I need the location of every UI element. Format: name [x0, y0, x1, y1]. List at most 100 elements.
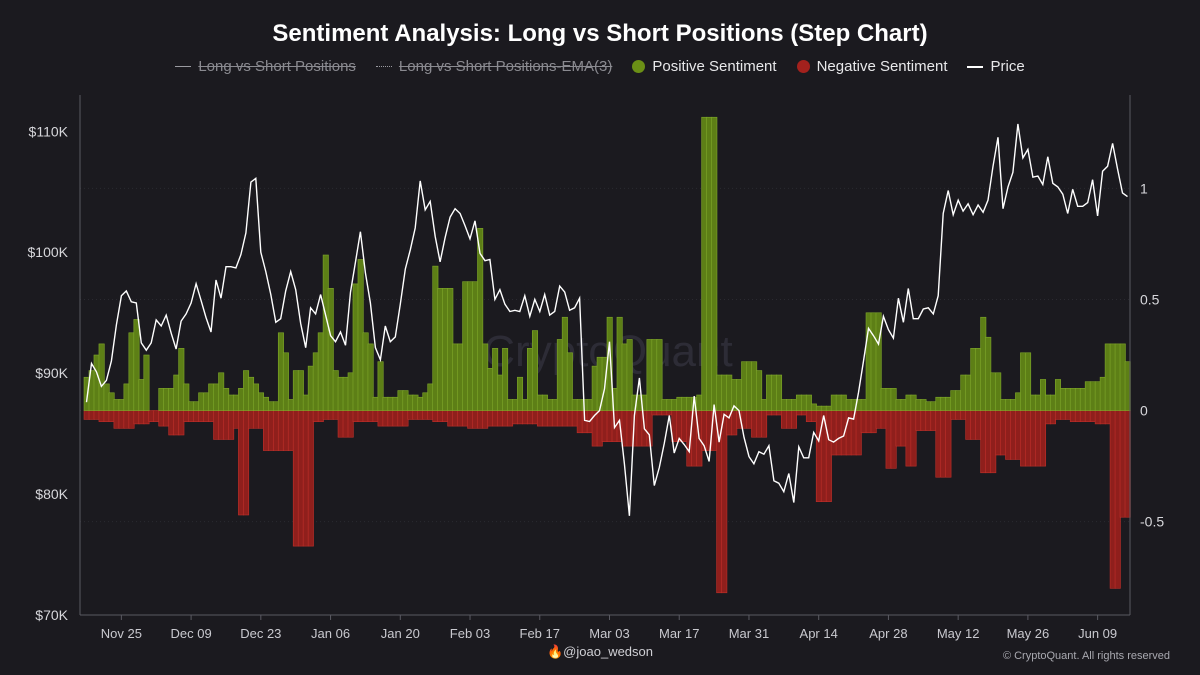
negative-sentiment-bar [761, 410, 768, 438]
negative-sentiment-bar [148, 410, 155, 422]
positive-sentiment-bar [975, 348, 982, 411]
negative-sentiment-bar [870, 410, 877, 434]
positive-sentiment-bar [741, 361, 748, 411]
legend-item-0[interactable]: Long vs Short Positions [175, 58, 356, 75]
positive-sentiment-bar [1015, 392, 1022, 411]
negative-sentiment-bar [492, 410, 499, 427]
negative-sentiment-bar [183, 410, 190, 422]
negative-sentiment-bar [258, 410, 265, 429]
positive-sentiment-bar [616, 316, 623, 411]
negative-sentiment-bar [1040, 410, 1047, 467]
positive-sentiment-bar [815, 405, 822, 411]
negative-sentiment-bar [960, 410, 967, 420]
positive-sentiment-bar [103, 383, 110, 411]
positive-sentiment-bar [193, 401, 200, 411]
positive-sentiment-bar [1119, 343, 1126, 411]
positive-sentiment-bar [716, 374, 723, 411]
negative-sentiment-bar [462, 410, 469, 427]
positive-sentiment-bar [377, 361, 384, 411]
negative-sentiment-bar [571, 410, 578, 427]
negative-sentiment-bar [1025, 410, 1032, 467]
negative-sentiment-bar [865, 410, 872, 434]
negative-sentiment-bar [925, 410, 932, 431]
negative-sentiment-bar [98, 410, 105, 422]
positive-sentiment-bar [556, 339, 563, 411]
positive-sentiment-bar [1020, 352, 1027, 411]
positive-sentiment-bar [840, 394, 847, 411]
positive-sentiment-bar [566, 352, 573, 411]
negative-sentiment-bar [123, 410, 130, 429]
legend-item-3[interactable]: Negative Sentiment [796, 58, 948, 75]
positive-sentiment-bar [93, 354, 100, 411]
negative-sentiment-bar [307, 410, 314, 547]
negative-sentiment-bar [427, 410, 434, 420]
negative-sentiment-bar [417, 410, 424, 420]
positive-sentiment-bar [1084, 381, 1091, 411]
chart-legend: Long vs Short Positions Long vs Short Pos… [0, 58, 1200, 75]
negative-sentiment-bar [407, 410, 414, 420]
positive-sentiment-bar [183, 383, 190, 411]
negative-sentiment-bar [272, 410, 279, 451]
positive-sentiment-bar [706, 116, 713, 411]
negative-sentiment-bar [676, 410, 683, 442]
negative-sentiment-bar [1094, 410, 1101, 425]
x-axis-ticks: Nov 25 Dec 09 Dec 23 Jan 06 Jan 20 Feb 03 Feb … [101, 615, 1117, 641]
negative-sentiment-bar [502, 410, 509, 427]
negative-sentiment-bar [88, 410, 95, 420]
positive-sentiment-bar [1059, 388, 1066, 411]
negative-sentiment-bar [551, 410, 558, 427]
negative-sentiment-bar [297, 410, 304, 547]
negative-sentiment-bar [855, 410, 862, 456]
price-line [85, 123, 1128, 516]
negative-sentiment-bar [830, 410, 837, 456]
negative-sentiment-bar [746, 410, 753, 429]
positive-sentiment-bar [203, 392, 210, 411]
negative-sentiment-bar [1050, 410, 1056, 425]
positive-sentiment-bar [781, 399, 788, 411]
negative-sentiment-bar [1015, 410, 1022, 460]
positive-sentiment-bar [771, 374, 778, 411]
positive-sentiment-bar [1104, 343, 1111, 411]
positive-sentiment-bar [930, 401, 937, 411]
negative-sentiment-bar [990, 410, 997, 474]
negative-sentiment-bar [173, 410, 180, 436]
positive-sentiment-bar [472, 281, 479, 411]
x-tick-label: Feb 17 [520, 626, 560, 641]
positive-sentiment-bar [1089, 381, 1096, 411]
legend-dot-icon [796, 60, 810, 73]
negative-sentiment-bar [322, 410, 329, 420]
positive-sentiment-bar [945, 396, 952, 411]
positive-sentiment-bar [527, 348, 533, 411]
positive-sentiment-bar [297, 370, 304, 411]
legend-item-2[interactable]: Positive Sentiment [632, 58, 777, 75]
positive-sentiment-bar [143, 354, 150, 411]
positive-sentiment-bar [512, 399, 519, 411]
negative-sentiment-bar [472, 410, 479, 429]
negative-sentiment-bar [890, 410, 897, 469]
positive-sentiment-bar [292, 370, 299, 411]
negative-sentiment-bar [576, 410, 583, 434]
right-axis-ticks: 1 0.5 0 -0.5 [1140, 180, 1164, 529]
negative-sentiment-bar [1084, 410, 1091, 422]
legend-item-1[interactable]: Long vs Short Positions-EMA(3) [375, 58, 612, 75]
positive-sentiment-bar [407, 394, 414, 411]
negative-sentiment-bar [233, 410, 240, 429]
legend-label: Negative Sentiment [816, 58, 948, 75]
positive-sentiment-bar [113, 399, 120, 411]
negative-sentiment-bar [1054, 410, 1061, 420]
negative-sentiment-bar [143, 410, 150, 425]
x-tick-label: Mar 17 [659, 626, 699, 641]
negative-sentiment-bar [895, 410, 902, 447]
negative-sentiment-bar [507, 410, 514, 427]
negative-sentiment-bar [163, 410, 170, 427]
x-tick-label: Jan 06 [311, 626, 350, 641]
positive-sentiment-bar [367, 343, 374, 411]
positive-sentiment-bar [646, 339, 653, 411]
positive-sentiment-bar [885, 388, 892, 411]
negative-sentiment-bar [1074, 410, 1081, 422]
positive-sentiment-bar [915, 399, 922, 411]
negative-sentiment-bar [970, 410, 977, 440]
legend-item-4[interactable]: Price [967, 58, 1025, 75]
negative-sentiment-bar [781, 410, 788, 429]
x-tick-label: Apr 14 [800, 626, 838, 641]
